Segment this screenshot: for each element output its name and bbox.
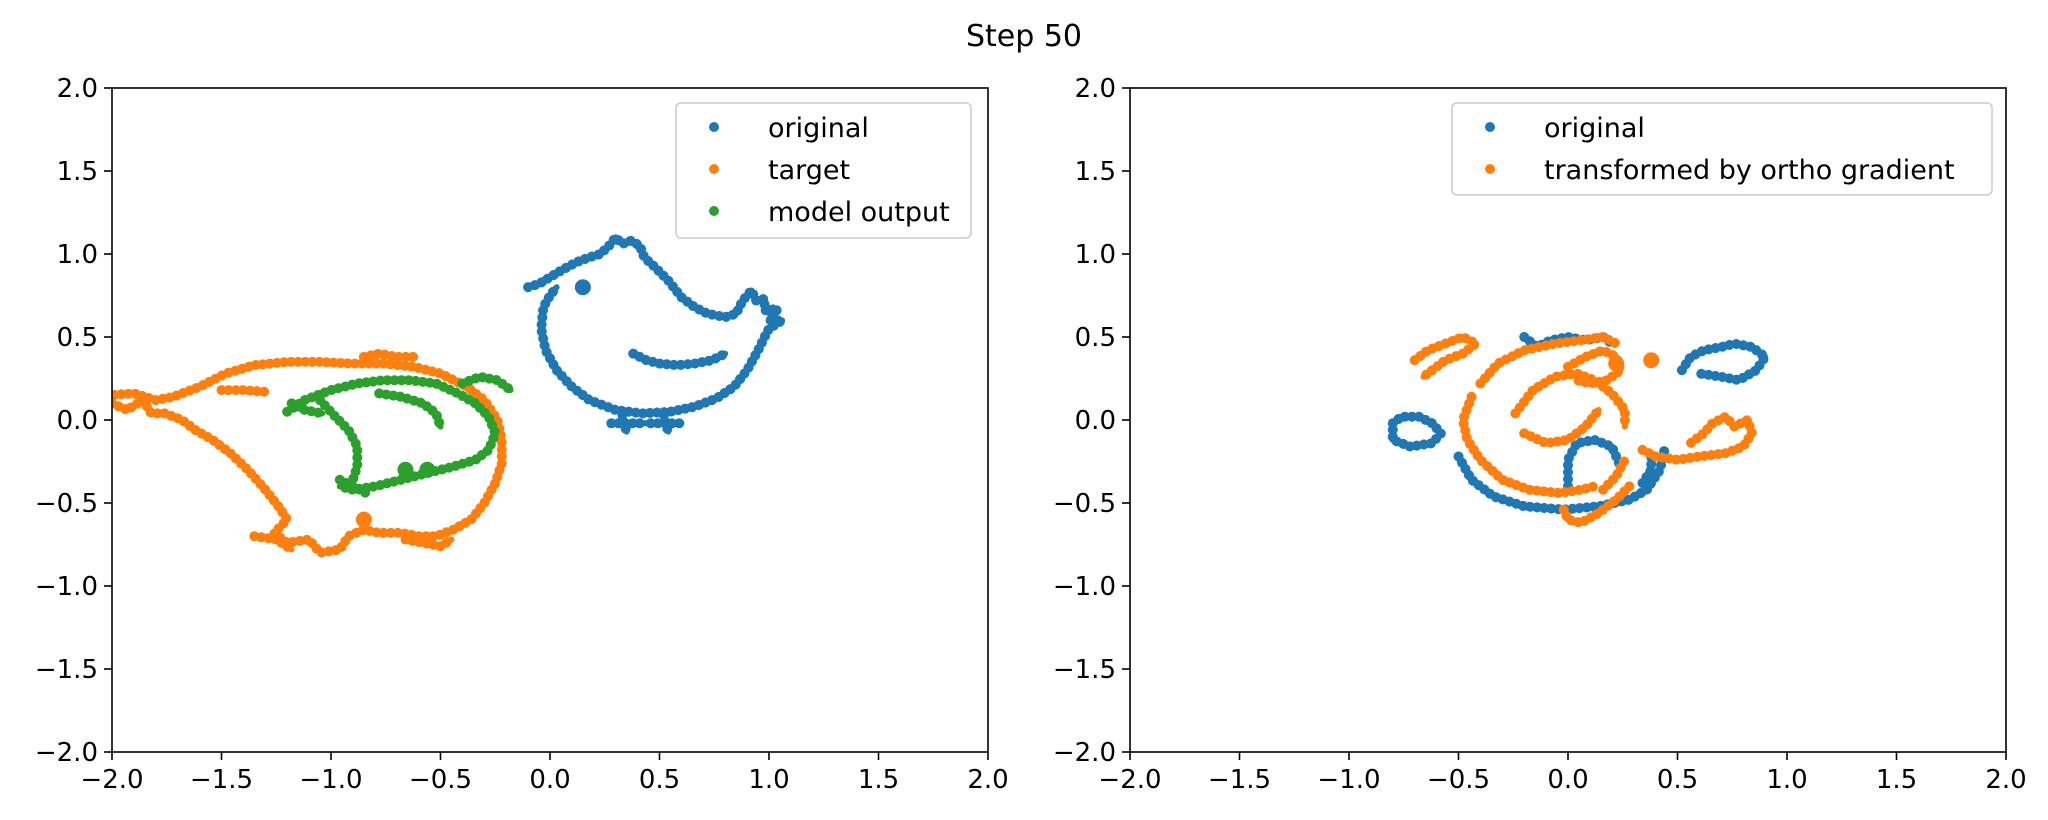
y-tick-label: 0.5 [57, 323, 98, 353]
series-path [360, 350, 418, 360]
y-tick-label: 1.0 [57, 240, 98, 270]
x-tick-label: 1.5 [1876, 765, 1917, 795]
x-tick-label: −1.0 [1317, 765, 1380, 795]
legend-marker [1485, 164, 1495, 174]
series-path [630, 350, 729, 369]
series-path [1565, 436, 1624, 490]
data-point [1643, 352, 1660, 369]
legend: original target model output [675, 102, 972, 239]
series-path [1389, 413, 1444, 450]
series-path [1477, 334, 1620, 387]
x-tick-label: −1.5 [1208, 765, 1271, 795]
x-tick-label: 0.5 [639, 765, 680, 795]
series-path [1521, 407, 1602, 447]
x-tick-label: 0.0 [1547, 765, 1588, 795]
series-path [1411, 334, 1479, 380]
series-path [1512, 370, 1628, 430]
x-tick-label: −0.5 [1427, 765, 1490, 795]
series-path [288, 400, 326, 417]
y-tick-label: −0.5 [35, 489, 98, 519]
legend-marker [709, 164, 719, 174]
left-subplot: −2.0 −1.5 −1.0 −0.5 0.0 0.5 1.0 1.5 2.0 −2.0 −1.5 −… [35, 74, 1009, 795]
y-tick-label: −1.5 [35, 655, 98, 685]
legend-marker [709, 122, 719, 132]
series-path [1560, 483, 1633, 526]
y-tick-label: 1.5 [57, 157, 98, 187]
legend-frame [1451, 102, 1993, 196]
legend-label: model output [768, 197, 950, 228]
series-path [1639, 413, 1755, 463]
x-tick-label: 1.5 [858, 765, 899, 795]
y-tick-label: 1.0 [1075, 240, 1116, 270]
y-tick-label: −2.0 [35, 738, 98, 768]
y-tick-label: 0.5 [1075, 323, 1116, 353]
x-tick-label: 0.5 [1657, 765, 1698, 795]
y-tick-label: −0.5 [1053, 489, 1116, 519]
series-path [112, 358, 505, 556]
x-tick-label: −0.5 [409, 765, 472, 795]
legend: original transformed by ortho gradient [1451, 102, 1993, 196]
series-target [112, 348, 507, 558]
series-path [376, 390, 444, 430]
series-path [218, 387, 269, 395]
legend-label: target [768, 155, 850, 186]
x-tick-label: 2.0 [1985, 765, 2026, 795]
y-tick-label: −2.0 [1053, 738, 1116, 768]
y-tick-label: −1.5 [1053, 655, 1116, 685]
data-point [574, 279, 591, 296]
data-point [397, 461, 414, 478]
y-tick-label: 2.0 [1075, 74, 1116, 104]
y-tick-label: 1.5 [1075, 157, 1116, 187]
series-model-output [282, 371, 516, 498]
y-tick-label: 0.0 [57, 406, 98, 436]
series-path [284, 377, 499, 493]
legend-marker [1485, 122, 1495, 132]
right-subplot: −2.0 −1.5 −1.0 −0.5 0.0 0.5 1.0 1.5 2.0 −2.0 −1.5 −… [1053, 74, 2027, 795]
x-tick-label: 0.0 [529, 765, 570, 795]
figure-title: Step 50 [966, 19, 1082, 54]
legend-label: transformed by ortho gradient [1544, 155, 1955, 186]
data-point [1608, 355, 1625, 372]
x-tick-label: 1.0 [748, 765, 789, 795]
legend-label: original [1544, 113, 1645, 144]
y-tick-label: 2.0 [57, 74, 98, 104]
series-path [336, 476, 369, 496]
series-path [251, 533, 295, 553]
legend-marker [709, 206, 719, 216]
data-point [355, 511, 372, 528]
series-path [1600, 456, 1628, 493]
series-original [523, 232, 788, 437]
x-tick-label: −1.5 [190, 765, 253, 795]
plot-area [112, 232, 788, 558]
x-tick-label: 2.0 [967, 765, 1008, 795]
plot-area [1387, 332, 1771, 528]
data-point [419, 461, 436, 478]
series-transformed-by-ortho-gradient [1409, 332, 1757, 528]
series-path [402, 536, 455, 550]
x-tick-label: 1.0 [1766, 765, 1807, 795]
series-path [1459, 393, 1598, 496]
x-tick-label: −2.0 [1098, 765, 1161, 795]
x-tick-label: −2.0 [80, 765, 143, 795]
legend-label: original [768, 113, 869, 144]
y-tick-label: −1.0 [1053, 572, 1116, 602]
y-tick-label: 0.0 [1075, 406, 1116, 436]
series-path [1455, 446, 1668, 513]
y-tick-label: −1.0 [35, 572, 98, 602]
series-path [1678, 340, 1769, 384]
legend-frame [675, 102, 972, 239]
series-path [317, 397, 361, 483]
series-path [525, 234, 786, 417]
x-tick-label: −1.0 [299, 765, 362, 795]
series-path [459, 373, 514, 394]
